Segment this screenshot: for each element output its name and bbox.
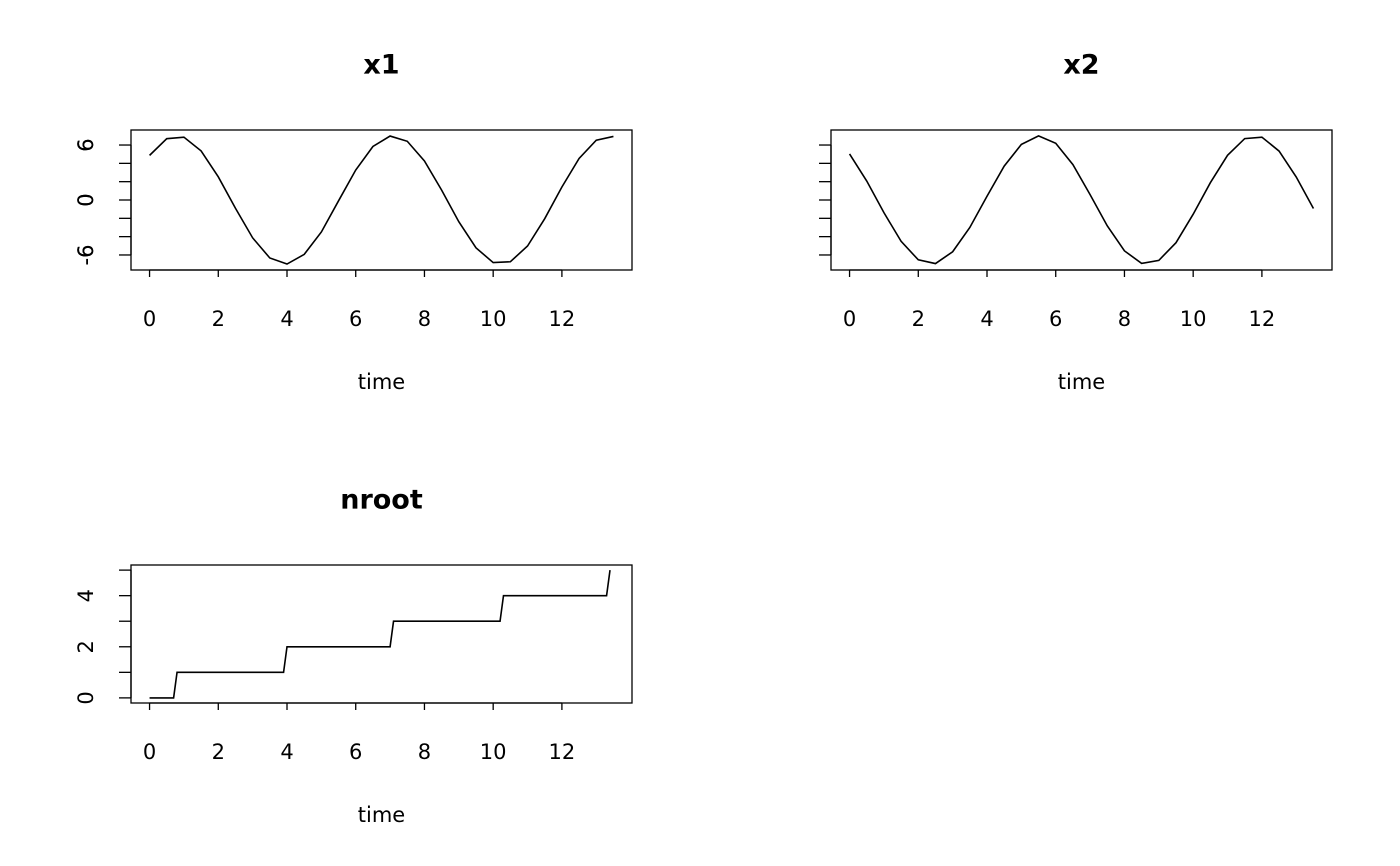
x-tick-label: 0 [843,307,856,331]
y-tick-label: 0 [74,193,98,206]
y-tick-label: -6 [74,244,98,265]
x-tick-label: 8 [1118,307,1131,331]
x-tick-label: 6 [1049,307,1062,331]
panel-title: x1 [363,50,399,81]
x-tick-label: 0 [143,740,156,764]
x-tick-label: 8 [418,307,431,331]
y-tick-label: 4 [74,589,98,602]
x-tick-label: 12 [549,307,576,331]
y-tick-label: 0 [74,193,98,206]
x-tick-label: 8 [418,740,431,764]
x-tick-label: 6 [349,740,362,764]
x-axis-label: time [1058,370,1105,394]
x-tick-label: 4 [980,307,993,331]
x-tick-label: 2 [912,307,925,331]
y-tick-label: 6 [74,138,98,151]
x-tick-label: 4 [280,307,293,331]
x-tick-label: 12 [1249,307,1276,331]
plot-box [830,129,1333,271]
y-tick-label: -6 [74,244,98,265]
plot-box [130,129,633,271]
y-tick-label: 2 [74,640,98,653]
panel-title: x2 [1063,50,1099,81]
x-tick-label: 10 [480,307,507,331]
x-axis-label: time [358,370,405,394]
plot-box [130,564,633,704]
x-tick-label: 10 [480,740,507,764]
x-tick-label: 2 [212,307,225,331]
x-tick-label: 12 [549,740,576,764]
x-tick-label: 2 [212,740,225,764]
x-tick-label: 6 [349,307,362,331]
y-tick-label: 6 [74,138,98,151]
x-tick-label: 4 [280,740,293,764]
data-line [149,135,614,265]
data-line [848,134,1315,265]
x-tick-label: 10 [1180,307,1207,331]
x-tick-label: 0 [143,307,156,331]
panel-title: nroot [340,485,423,516]
data-line [149,570,611,699]
y-tick-label: 0 [74,691,98,704]
x-axis-label: time [358,803,405,827]
